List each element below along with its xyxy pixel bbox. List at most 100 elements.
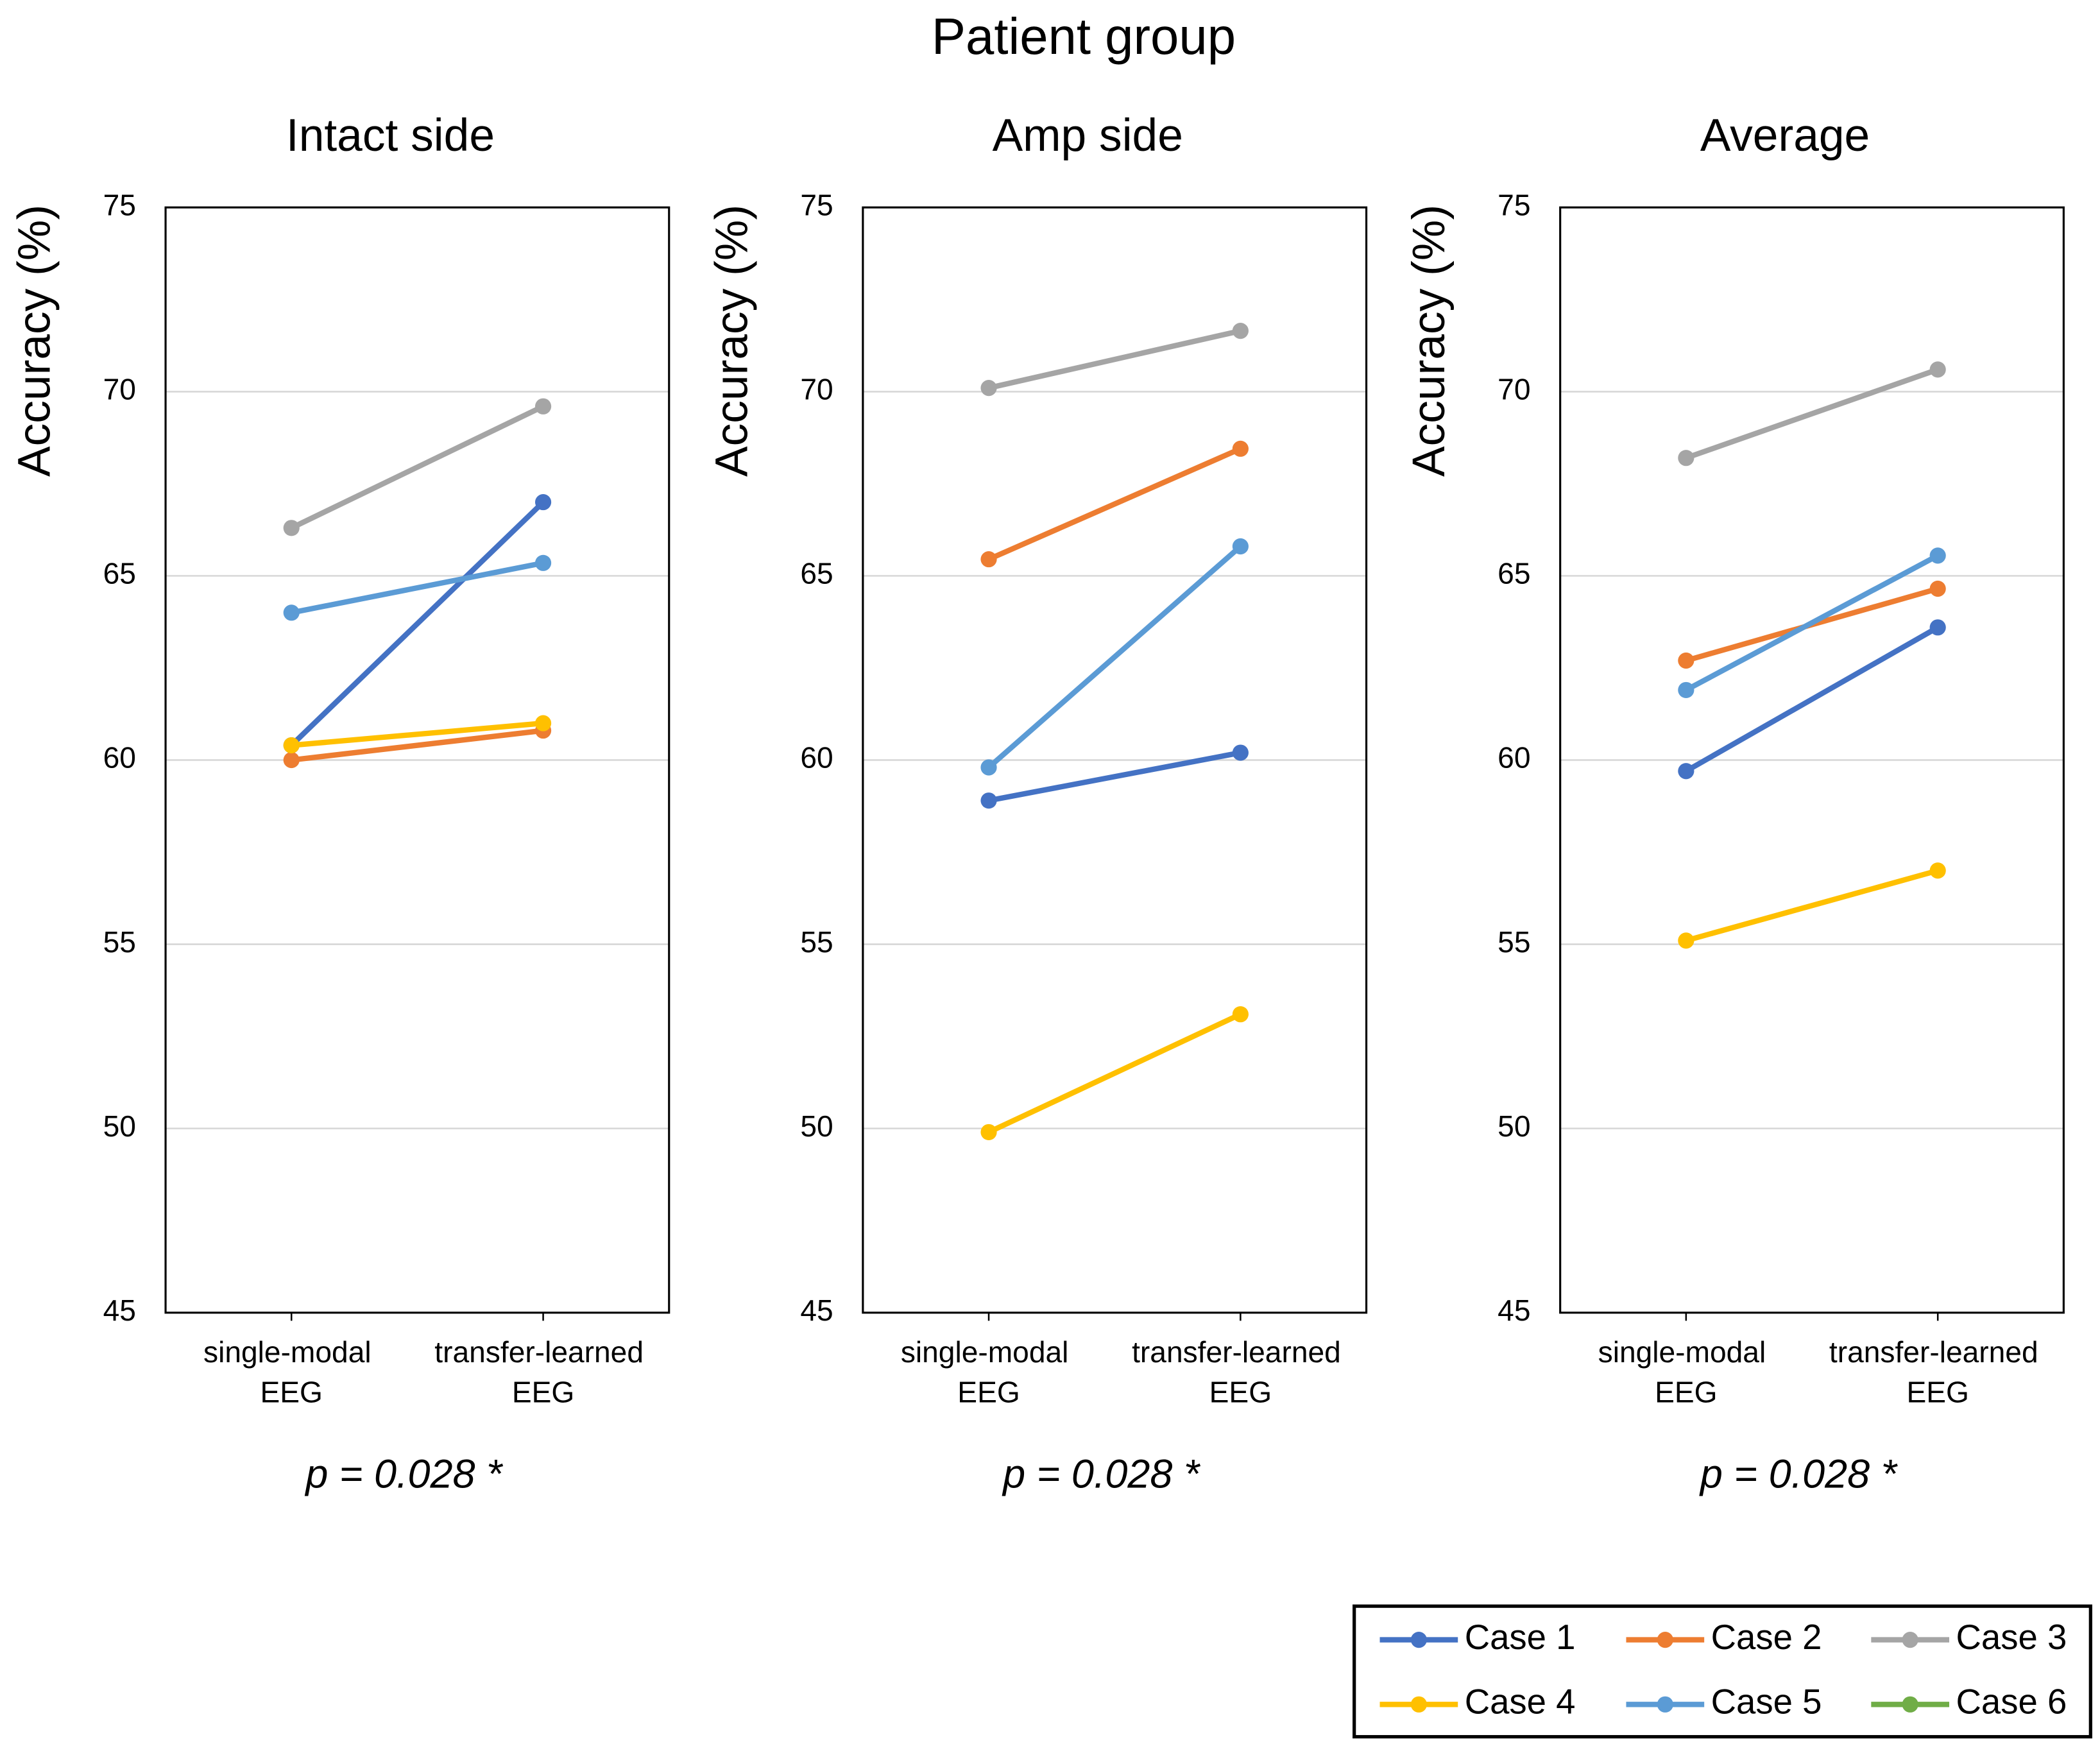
y-axis-label: Accuracy (%) [9, 205, 60, 477]
legend-marker [1902, 1696, 1918, 1713]
x-tick-label-line: EEG [260, 1376, 323, 1409]
x-tick-label: single-modal EEG [203, 1335, 379, 1409]
chart-title: Intact side [286, 110, 495, 161]
y-tick-label: 55 [103, 925, 136, 959]
figure-title: Patient group [932, 8, 1236, 65]
y-tick-label: 45 [1498, 1294, 1530, 1327]
x-tick-label-line: transfer-learned [1132, 1335, 1349, 1369]
data-point [534, 494, 552, 511]
annotation: p = 0.028 * [304, 1451, 504, 1496]
series-line [1685, 868, 1939, 943]
data-point [283, 737, 300, 754]
y-tick-label: 75 [1498, 188, 1530, 221]
chart-title: Average [1700, 110, 1870, 161]
y-tick-label: 70 [1498, 373, 1530, 406]
legend-label: Case 3 [1956, 1618, 2067, 1657]
y-tick-label: 60 [103, 741, 136, 774]
y-tick-label: 60 [800, 741, 833, 774]
series-line [290, 404, 545, 531]
y-tick-label: 75 [800, 188, 833, 221]
series-line [988, 328, 1242, 391]
data-point [1232, 744, 1249, 761]
data-point [980, 792, 997, 809]
y-tick-label: 65 [800, 557, 833, 590]
y-tick-label: 75 [103, 188, 136, 221]
data-point [1929, 361, 1946, 378]
x-tick-label-line: transfer-learned [434, 1335, 652, 1369]
series-line [1684, 553, 1940, 693]
data-point [1678, 681, 1695, 699]
chart-title: Amp side [993, 110, 1183, 161]
y-tick-label: 50 [103, 1109, 136, 1143]
data-point [980, 759, 997, 776]
y-tick-label: 55 [1498, 925, 1530, 959]
x-tick-label-line: EEG [1209, 1376, 1272, 1409]
x-tick-label-line: EEG [512, 1376, 574, 1409]
legend-label: Case 4 [1465, 1682, 1576, 1722]
x-tick-label-line: EEG [957, 1376, 1020, 1409]
y-axis-label: Accuracy (%) [706, 205, 757, 477]
plot-frame [862, 206, 1368, 1314]
series-line [987, 1011, 1242, 1135]
data-point [1678, 652, 1695, 669]
y-tick-label: 60 [1498, 741, 1530, 774]
x-tick-label-line: single-modal [203, 1335, 379, 1369]
x-tick-label-line: EEG [1906, 1376, 1968, 1409]
y-tick-label: 45 [103, 1294, 136, 1327]
y-tick-label: 55 [800, 925, 833, 959]
data-point [1929, 862, 1946, 879]
plot-frame [164, 206, 670, 1314]
series-line [289, 500, 545, 748]
x-tick-label-line: EEG [1655, 1376, 1717, 1409]
annotation: p = 0.028 * [1002, 1451, 1201, 1496]
data-point [534, 715, 552, 731]
data-point [980, 1124, 997, 1141]
series-line [987, 544, 1243, 770]
data-point [534, 554, 552, 571]
data-point [1232, 1006, 1249, 1023]
data-point [283, 520, 300, 536]
data-point [1929, 580, 1946, 597]
x-tick-label: single-modal EEG [1598, 1335, 1774, 1409]
x-tick-label-line: single-modal [901, 1335, 1077, 1369]
data-point [1929, 619, 1946, 636]
x-tick-label-line: transfer-learned [1829, 1335, 2047, 1369]
series-line [988, 749, 1242, 803]
x-tick-label: transfer-learned EEG [1132, 1335, 1349, 1409]
legend-marker [1410, 1632, 1427, 1648]
data-point [1929, 547, 1946, 564]
series-line [291, 728, 544, 763]
legend-label: Case 6 [1956, 1682, 2067, 1722]
plot-frame [1559, 206, 2065, 1314]
y-tick-label: 70 [103, 373, 136, 406]
y-tick-label: 50 [800, 1109, 833, 1143]
y-tick-label: 65 [103, 557, 136, 590]
legend-label: Case 5 [1711, 1682, 1822, 1722]
y-axis-label: Accuracy (%) [1403, 205, 1455, 477]
y-tick-label: 45 [800, 1294, 833, 1327]
series-line [1685, 366, 1939, 461]
legend-label: Case 1 [1465, 1618, 1576, 1657]
data-point [1678, 450, 1695, 466]
series-line [291, 720, 543, 748]
x-tick-label: transfer-learned EEG [1829, 1335, 2047, 1409]
data-point [980, 380, 997, 397]
y-tick-label: 65 [1498, 557, 1530, 590]
data-point [534, 398, 552, 415]
data-point [1678, 763, 1695, 780]
annotation: p = 0.028 * [1699, 1451, 1899, 1496]
legend-box [1353, 1604, 2092, 1739]
series-line [291, 560, 544, 615]
y-tick-label: 70 [800, 373, 833, 406]
legend-marker [1410, 1696, 1427, 1713]
data-point [1232, 323, 1249, 339]
data-point [1678, 932, 1695, 949]
series-line [1684, 625, 1940, 774]
data-point [283, 604, 300, 621]
legend-marker [1657, 1696, 1673, 1713]
legend-label: Case 2 [1711, 1618, 1822, 1657]
series-line [987, 446, 1242, 562]
data-point [980, 551, 997, 568]
y-tick-label: 50 [1498, 1109, 1530, 1143]
